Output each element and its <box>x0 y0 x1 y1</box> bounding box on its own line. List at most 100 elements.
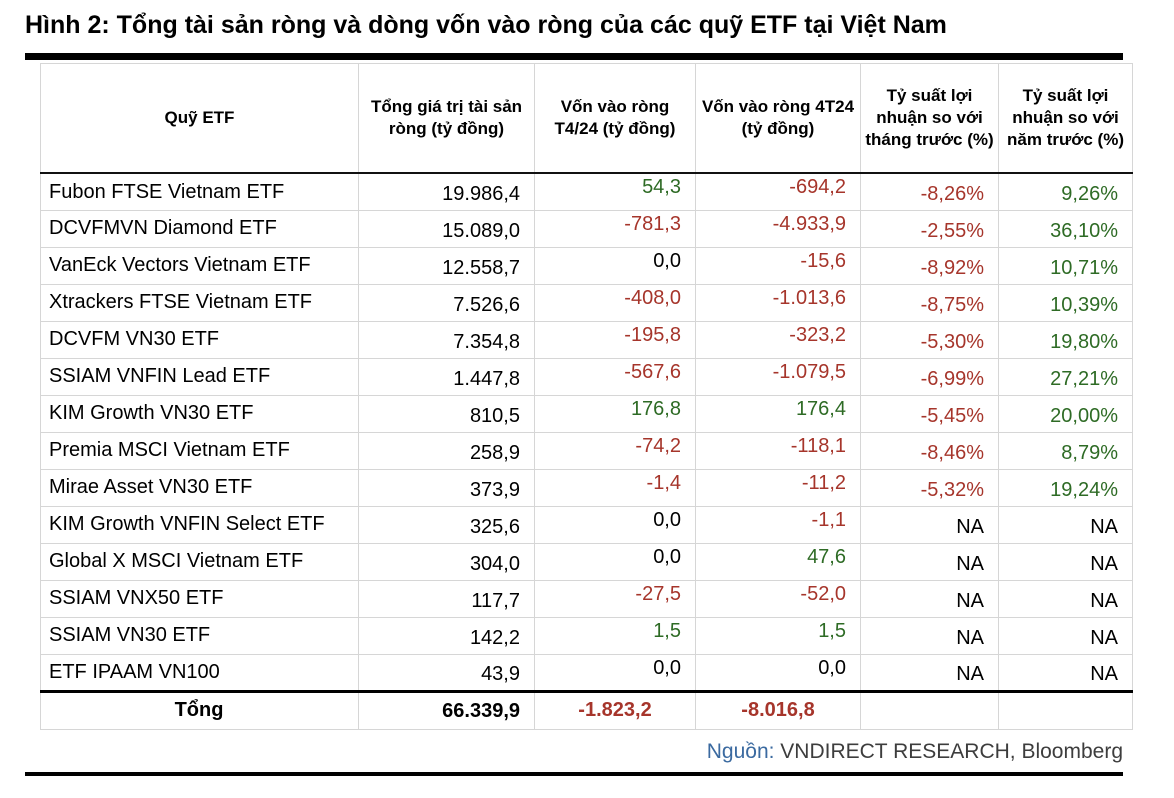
table-row: Global X MSCI Vietnam ETF 304,0 0,0 47,6 NA N… <box>40 542 1133 581</box>
cell-ret-mom: NA <box>860 542 999 581</box>
cell-flow-4m: -4.933,9 <box>695 209 861 248</box>
cell-flow-4m: -1.013,6 <box>695 283 861 322</box>
cell-flow-apr: -27,5 <box>534 579 696 618</box>
cell-nav: 43,9 <box>358 653 535 692</box>
cell-flow-4m: 176,4 <box>695 394 861 433</box>
table-row: DCVFMVN Diamond ETF 15.089,0 -781,3 -4.933,… <box>40 209 1133 248</box>
cell-ret-mom: NA <box>860 579 999 618</box>
cell-nav: 117,7 <box>358 579 535 618</box>
cell-fund: Xtrackers FTSE Vietnam ETF <box>40 283 359 322</box>
cell-ret-mom: -8,26% <box>860 172 999 211</box>
cell-flow-apr: -1,4 <box>534 468 696 507</box>
cell-flow-apr: 0,0 <box>534 542 696 581</box>
cell-flow-apr: -567,6 <box>534 357 696 396</box>
cell-ret-mom: -6,99% <box>860 357 999 396</box>
cell-ret-yoy: NA <box>998 653 1133 692</box>
cell-flow-apr: 0,0 <box>534 246 696 285</box>
cell-fund: VanEck Vectors Vietnam ETF <box>40 246 359 285</box>
column-header: Quỹ ETF <box>40 63 359 175</box>
etf-table: Quỹ ETF Tổng giá trị tài sản ròng (tỷ đồn… <box>40 63 1133 730</box>
cell-flow-4m: -1.079,5 <box>695 357 861 396</box>
table-row: Xtrackers FTSE Vietnam ETF 7.526,6 -408,0-… <box>40 283 1133 322</box>
cell-ret-mom <box>860 689 999 730</box>
cell-flow-4m: -694,2 <box>695 172 861 211</box>
cell-ret-yoy: 19,80% <box>998 320 1133 359</box>
cell-fund: ETF IPAAM VN100 <box>40 653 359 692</box>
cell-flow-apr: -781,3 <box>534 209 696 248</box>
cell-nav: 810,5 <box>358 394 535 433</box>
cell-fund: DCVFMVN Diamond ETF <box>40 209 359 248</box>
cell-ret-mom: -8,46% <box>860 431 999 470</box>
cell-flow-4m: -11,2 <box>695 468 861 507</box>
column-header: Tỷ suất lợi nhuận so với tháng trước (%) <box>860 63 999 175</box>
cell-flow-apr: -195,8 <box>534 320 696 359</box>
table-row: Mirae Asset VN30 ETF 373,9 -1,4 -11,2 -5,32%… <box>40 468 1133 507</box>
cell-flow-apr: -1.823,2 <box>534 689 696 730</box>
cell-ret-yoy: 20,00% <box>998 394 1133 433</box>
cell-flow-4m: -118,1 <box>695 431 861 470</box>
cell-nav: 66.339,9 <box>358 689 535 730</box>
cell-fund: KIM Growth VN30 ETF <box>40 394 359 433</box>
cell-ret-yoy: 10,71% <box>998 246 1133 285</box>
column-header: Tỷ suất lợi nhuận so với năm trước (%) <box>998 63 1133 175</box>
cell-nav: 15.089,0 <box>358 209 535 248</box>
cell-flow-4m: 0,0 <box>695 653 861 692</box>
table-row: VanEck Vectors Vietnam ETF 12.558,7 0,0 -15… <box>40 246 1133 285</box>
table-row: SSIAM VN30 ETF 142,2 1,5 1,5 NA NA <box>40 616 1133 655</box>
figure-title: Hình 2: Tổng tài sản ròng và dòng vốn và… <box>25 11 947 39</box>
cell-nav: 142,2 <box>358 616 535 655</box>
cell-flow-apr: 1,5 <box>534 616 696 655</box>
cell-ret-yoy: 27,21% <box>998 357 1133 396</box>
cell-ret-yoy: 8,79% <box>998 431 1133 470</box>
cell-flow-4m: -15,6 <box>695 246 861 285</box>
cell-ret-yoy <box>998 689 1133 730</box>
cell-ret-yoy: NA <box>998 542 1133 581</box>
cell-flow-4m: -1,1 <box>695 505 861 544</box>
cell-fund: Mirae Asset VN30 ETF <box>40 468 359 507</box>
cell-nav: 373,9 <box>358 468 535 507</box>
cell-fund: Premia MSCI Vietnam ETF <box>40 431 359 470</box>
cell-ret-mom: -5,45% <box>860 394 999 433</box>
cell-ret-mom: -5,30% <box>860 320 999 359</box>
cell-nav: 258,9 <box>358 431 535 470</box>
table-row: DCVFM VN30 ETF 7.354,8 -195,8 -323,2 -5,30% 1… <box>40 320 1133 359</box>
cell-fund: DCVFM VN30 ETF <box>40 320 359 359</box>
cell-ret-yoy: NA <box>998 616 1133 655</box>
column-header: Vốn vào ròng 4T24 (tỷ đồng) <box>695 63 861 175</box>
cell-ret-yoy: 10,39% <box>998 283 1133 322</box>
cell-ret-mom: NA <box>860 616 999 655</box>
cell-flow-4m: -52,0 <box>695 579 861 618</box>
cell-ret-mom: NA <box>860 653 999 692</box>
cell-ret-mom: -5,32% <box>860 468 999 507</box>
cell-fund: KIM Growth VNFIN Select ETF <box>40 505 359 544</box>
column-header: Vốn vào ròng T4/24 (tỷ đồng) <box>534 63 696 175</box>
bottom-rule <box>25 771 1123 776</box>
cell-flow-apr: 176,8 <box>534 394 696 433</box>
cell-flow-apr: 0,0 <box>534 653 696 692</box>
cell-ret-mom: -2,55% <box>860 209 999 248</box>
cell-nav: 7.526,6 <box>358 283 535 322</box>
cell-fund: SSIAM VN30 ETF <box>40 616 359 655</box>
cell-fund: SSIAM VNFIN Lead ETF <box>40 357 359 396</box>
cell-nav: 1.447,8 <box>358 357 535 396</box>
cell-ret-yoy: NA <box>998 505 1133 544</box>
cell-nav: 12.558,7 <box>358 246 535 285</box>
cell-flow-apr: 0,0 <box>534 505 696 544</box>
source-text: VNDIRECT RESEARCH, Bloomberg <box>774 739 1123 763</box>
cell-fund: Fubon FTSE Vietnam ETF <box>40 172 359 211</box>
cell-nav: 325,6 <box>358 505 535 544</box>
table-row: Premia MSCI Vietnam ETF 258,9 -74,2 -118,1-… <box>40 431 1133 470</box>
table-row: ETF IPAAM VN100 43,9 0,0 0,0 NA NA <box>40 653 1133 692</box>
table-row: KIM Growth VNFIN Select ETF 325,6 0,0 -1,1 N… <box>40 505 1133 544</box>
header-row: Quỹ ETF Tổng giá trị tài sản ròng (tỷ đồn… <box>40 63 1133 175</box>
source-line: Nguồn: VNDIRECT RESEARCH, Bloomberg <box>0 740 1123 764</box>
cell-flow-4m: 47,6 <box>695 542 861 581</box>
column-header: Tổng giá trị tài sản ròng (tỷ đồng) <box>358 63 535 175</box>
table-row: SSIAM VNX50 ETF 117,7 -27,5 -52,0 NA NA <box>40 579 1133 618</box>
table-row: SSIAM VNFIN Lead ETF 1.447,8 -567,6 -1.079,… <box>40 357 1133 396</box>
table-row: KIM Growth VN30 ETF 810,5 176,8 176,4 -5,45%… <box>40 394 1133 433</box>
cell-flow-4m: -323,2 <box>695 320 861 359</box>
cell-flow-apr: -74,2 <box>534 431 696 470</box>
cell-flow-apr: -408,0 <box>534 283 696 322</box>
